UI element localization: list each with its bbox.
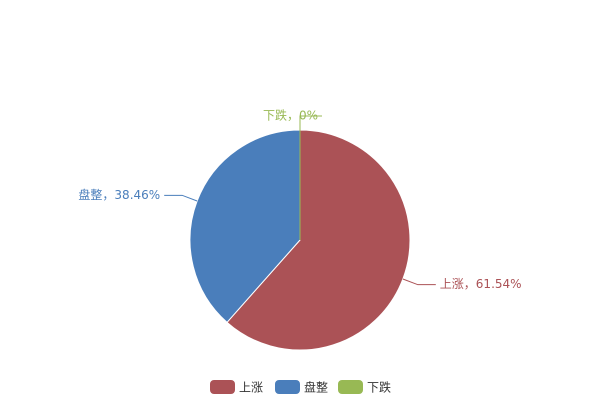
legend-label: 下跌 [367,380,391,395]
legend-swatch [338,380,363,394]
leader-line [164,194,198,202]
data-label: 下跌，0% [263,108,318,123]
leader-line [402,278,436,286]
data-label: 盘整，38.46% [78,187,160,202]
leader-line [299,115,322,130]
data-label: 上涨，61.54% [440,276,522,291]
legend-swatch [210,380,235,394]
pie-slice [189,129,301,324]
legend-swatch [275,380,300,394]
legend-label: 盘整 [304,380,328,395]
pie-slice [226,129,411,351]
legend-label: 上涨 [239,380,263,395]
